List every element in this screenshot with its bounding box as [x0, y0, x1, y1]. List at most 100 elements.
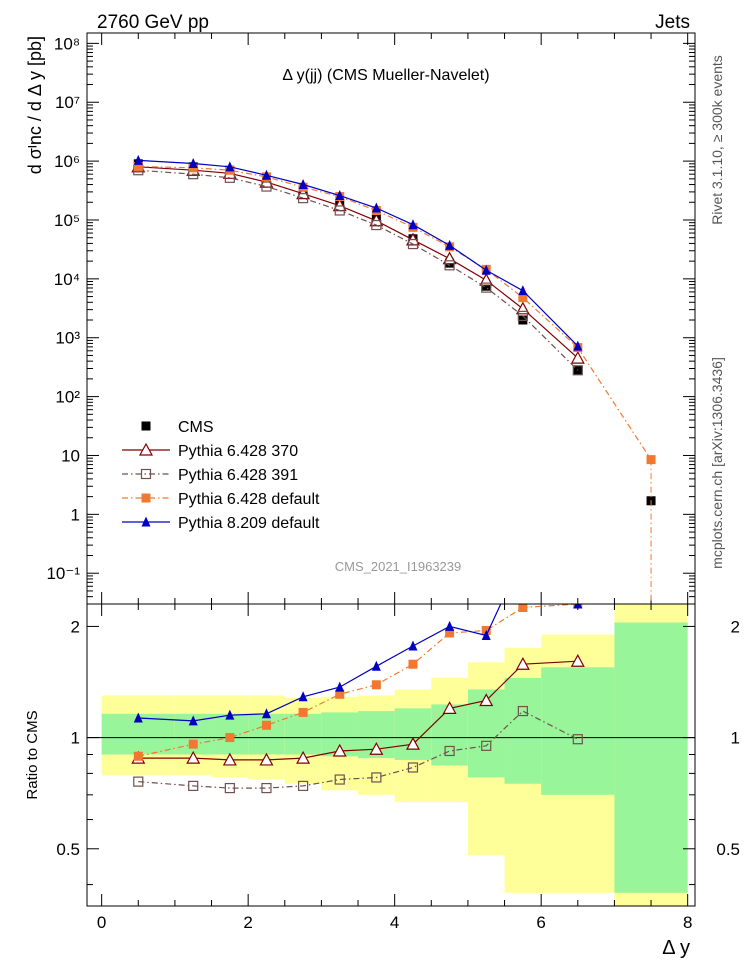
- legend-marker-1: [138, 442, 154, 456]
- ratio-point-0-1: [186, 750, 201, 764]
- main-point-4-5: [335, 190, 345, 201]
- main-point-4-2: [225, 161, 235, 172]
- ratio-point-2-4: [298, 707, 308, 717]
- legend-marker-0: [141, 421, 151, 431]
- main-series-line-4: [138, 159, 579, 347]
- main-point-4-10: [518, 285, 528, 296]
- main-ytick-label: 1: [71, 505, 80, 524]
- legend-marker-2: [140, 468, 152, 480]
- legend-label-1: Pythia 6.428 370: [178, 443, 298, 460]
- ratio-point-2-0: [133, 751, 143, 761]
- main-ytick-label: 10⁵: [54, 211, 80, 230]
- main-point-4-6: [371, 202, 381, 213]
- ratio-point-2-2: [225, 733, 235, 743]
- main-title: Δ y(jj) (CMS Mueller-Navelet): [282, 67, 489, 84]
- ratio-point-2-6: [371, 680, 381, 690]
- ratio-series-group: [131, 551, 585, 794]
- ratio-point-0-5: [332, 743, 347, 757]
- ratio-series-line-0: [138, 660, 578, 761]
- legend-label-2: Pythia 6.428 391: [178, 467, 298, 484]
- analysis-tag: CMS_2021_I1963239: [335, 559, 462, 574]
- main-ytick-label: 10²: [55, 388, 80, 407]
- main-ytick-label: 10: [61, 446, 80, 465]
- ratio-y-axis-label: Ratio to CMS: [24, 710, 41, 799]
- main-point-2-4: [297, 193, 309, 204]
- main-series-line-1: [138, 166, 579, 359]
- ratio-series-1: [133, 705, 583, 794]
- main-series-4: [133, 154, 583, 351]
- ratio-point-1-3: [261, 782, 272, 794]
- ratio-ytick-label: 2: [71, 617, 80, 636]
- band-stat-10: [504, 678, 542, 784]
- main-ytick-label: 10³: [55, 329, 80, 348]
- ratio-point-1-7: [407, 762, 419, 773]
- legend: CMS Pythia 6.428 370 Pythia 6.428 391 Pythi…: [122, 419, 320, 532]
- ratio-point-1-0: [133, 776, 144, 787]
- legend-label-0: CMS: [178, 419, 214, 436]
- ratio-point-0-9: [479, 693, 494, 707]
- legend-item-1: Pythia 6.428 370: [122, 442, 298, 460]
- ratio-point-1-11: [572, 734, 583, 745]
- ratio-point-3-11: [573, 604, 583, 609]
- legend-item-4: Pythia 8.209 default: [122, 515, 320, 532]
- ratio-point-3-1: [188, 715, 198, 726]
- ratio-point-0-11: [570, 653, 585, 667]
- legend-item-3: Pythia 6.428 default: [122, 491, 320, 508]
- main-ytick-label: 10⁴: [54, 270, 80, 289]
- ratio-point-2-5: [335, 689, 345, 699]
- ratio-point-0-10: [515, 656, 530, 670]
- main-ytick-label: 10⁸: [54, 34, 80, 53]
- ratio-point-3-9: [481, 629, 491, 640]
- ratio-point-1-5: [334, 774, 345, 785]
- ratio-point-3-2: [225, 709, 235, 720]
- ratio-point-1-8: [444, 745, 455, 757]
- ratio-point-2-1: [188, 739, 198, 749]
- ratio-panel: 0.5 0.5 1 1 2 2 0 2 4 6 8 Ratio to CMS Δ y: [24, 551, 740, 959]
- ratio-ytick-label-right: 2: [731, 617, 740, 636]
- main-panel: 10⁻¹ 1 10 10² 10³ 10⁴ 10⁵ 10⁶ 10⁷ 10⁸ Δ y(jj) (CM…: [25, 32, 696, 605]
- main-point-1-11: [570, 350, 585, 364]
- main-ytick-label: 10⁶: [54, 152, 80, 171]
- ratio-series-3: [133, 551, 583, 726]
- ratio-point-1-4: [297, 780, 309, 792]
- main-point-3-0: [133, 161, 143, 171]
- ratio-point-3-7: [408, 640, 418, 651]
- ratio-point-0-8: [442, 701, 457, 714]
- ratio-point-3-10: [518, 551, 527, 561]
- ratio-xtick-label: 0: [97, 913, 106, 932]
- ratio-ytick-label: 1: [71, 729, 80, 748]
- legend-label-4: Pythia 8.209 default: [178, 515, 320, 532]
- main-point-2-11: [572, 365, 583, 376]
- ratio-ytick-label-right: 0.5: [716, 840, 740, 859]
- main-point-2-3: [261, 181, 272, 192]
- main-point-1-9: [479, 272, 494, 286]
- band-stat-12: [614, 622, 688, 893]
- ratio-series-line-3: [138, 604, 578, 722]
- ratio-xtick-label: 4: [390, 913, 399, 932]
- main-point-2-9: [481, 282, 492, 293]
- main-ytick-label: 10⁷: [55, 93, 80, 112]
- ratio-point-1-1: [188, 780, 199, 792]
- legend-marker-3: [141, 493, 151, 503]
- ratio-point-2-7: [408, 659, 418, 669]
- ratio-point-0-7: [405, 736, 420, 750]
- ratio-point-1-2: [224, 782, 235, 794]
- ratio-point-1-9: [481, 740, 492, 751]
- main-point-4-1: [188, 158, 198, 169]
- energy-label: 2760 GeV pp: [97, 12, 209, 33]
- ratio-series-0: [131, 653, 585, 766]
- ratio-point-0-2: [222, 752, 237, 766]
- ratio-point-3-6: [371, 660, 381, 671]
- main-point-4-7: [408, 219, 418, 230]
- band-stat-3: [248, 713, 285, 755]
- main-series-line-2: [138, 169, 579, 371]
- main-point-4-3: [261, 169, 271, 180]
- main-point-2-10: [517, 310, 528, 321]
- legend-marker-4: [141, 516, 151, 527]
- ratio-series-line-1: [138, 710, 579, 789]
- main-ytick-label: 10⁻¹: [46, 564, 80, 583]
- x-axis-label: Δ y: [662, 937, 690, 959]
- main-point-4-11: [573, 340, 583, 351]
- ratio-point-3-5: [335, 681, 345, 692]
